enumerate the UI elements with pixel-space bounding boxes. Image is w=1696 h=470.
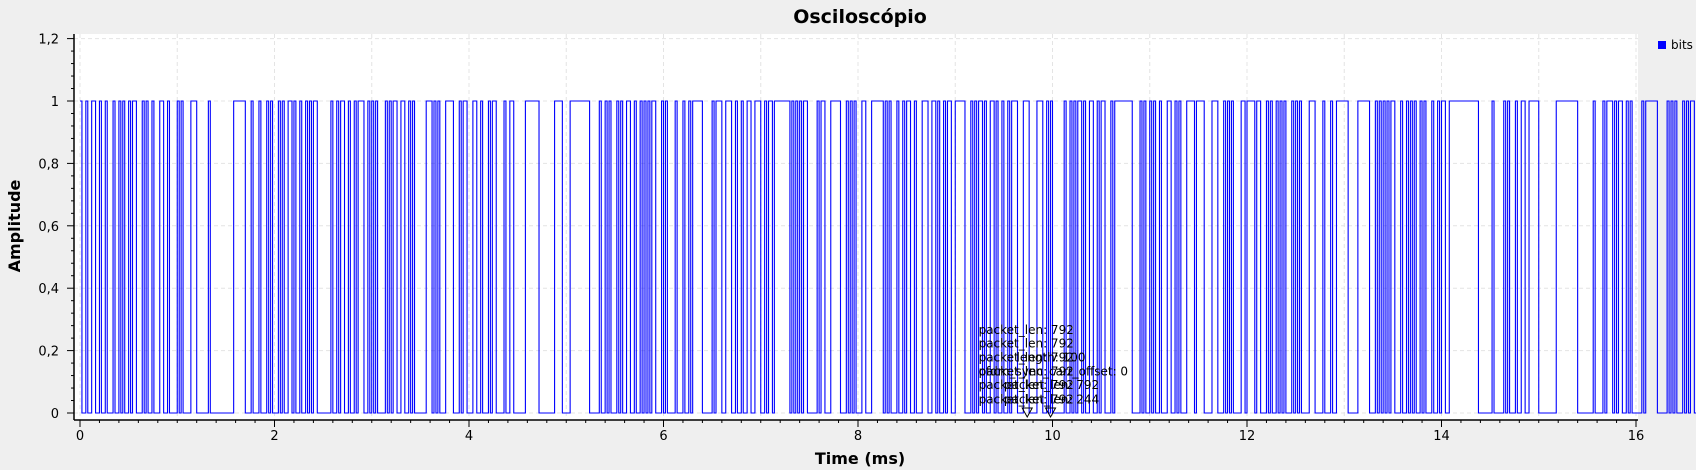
- x-tick-label: 14: [1433, 429, 1450, 444]
- x-tick-label: 16: [1628, 429, 1645, 444]
- tag-marker: [1021, 407, 1034, 419]
- tag-annotation: packet_len: 792: [979, 350, 1074, 364]
- y-tick-label: 0,2: [38, 345, 59, 360]
- y-tick-label: 1: [51, 95, 59, 110]
- tag-annotation: packet_len: 792: [1004, 378, 1099, 392]
- y-tick-label: 0,8: [38, 157, 59, 172]
- x-tick-label: 8: [854, 429, 862, 444]
- plot-area: 0 2 4 6 8 10 12 14 16 0 0,2 0,4 0,6 0,8 1 1,2 packet_len…: [38, 33, 1696, 444]
- legend: bits: [1658, 38, 1693, 52]
- series-line-bits: [80, 100, 1696, 414]
- tag-marker: [1044, 407, 1057, 419]
- y-tick-label: 1,2: [38, 33, 59, 48]
- x-tick-label: 12: [1239, 429, 1256, 444]
- x-tick-label: 2: [270, 429, 278, 444]
- x-tick-label: 6: [659, 429, 667, 444]
- x-tick-label: 0: [76, 429, 84, 444]
- tag-annotation: packet_len: 792: [979, 392, 1074, 406]
- tag-annotation: packet_len: 792: [979, 365, 1074, 379]
- legend-label: bits: [1671, 38, 1693, 52]
- x-tick-label: 4: [465, 429, 473, 444]
- legend-swatch: [1658, 41, 1666, 49]
- y-tick-label: 0: [51, 407, 59, 422]
- x-tick-label: 10: [1044, 429, 1061, 444]
- tag-annotation: packet_len: 244: [1004, 392, 1099, 406]
- tag-annotation: ofdm_sync_carr_offset: 0: [979, 365, 1128, 379]
- tag-annotation: packet_len: 792: [979, 378, 1074, 392]
- y-tick-label: 0,6: [38, 220, 59, 235]
- x-axis-label: Time (ms): [815, 449, 905, 468]
- y-tick-label: 0,4: [38, 282, 59, 297]
- tag-annotation: length: 100: [1017, 350, 1086, 364]
- tag-annotation: packet_len: 792: [979, 323, 1074, 337]
- y-axis-label: Amplitude: [5, 179, 24, 272]
- chart-title: Osciloscópio: [793, 6, 927, 28]
- tag-annotation: packet_len: 792: [979, 337, 1074, 351]
